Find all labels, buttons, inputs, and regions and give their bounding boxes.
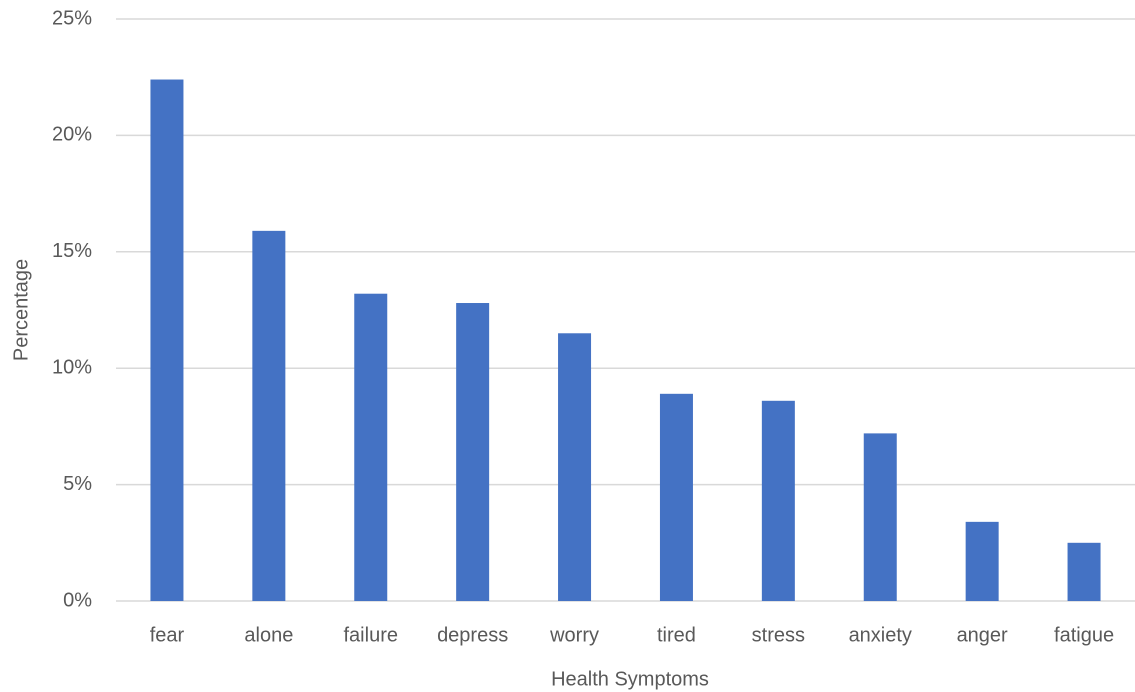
bar <box>659 393 693 601</box>
bar <box>863 433 897 601</box>
bar <box>558 333 592 601</box>
x-axis-title: Health Symptoms <box>551 668 709 690</box>
x-tick-label: fatigue <box>1054 624 1114 646</box>
x-tick-label: anxiety <box>849 624 912 646</box>
bar <box>965 521 999 601</box>
bar <box>252 230 286 601</box>
y-tick-label: 20% <box>52 124 92 146</box>
x-tick-label: stress <box>752 624 805 646</box>
x-tick-label: depress <box>437 624 508 646</box>
bar <box>354 293 388 601</box>
x-tick-label: alone <box>244 624 293 646</box>
x-tick-label: tired <box>657 624 696 646</box>
bar <box>761 400 795 601</box>
x-tick-label: fear <box>150 624 185 646</box>
bar <box>456 303 490 601</box>
x-tick-label: anger <box>957 624 1008 646</box>
bar <box>1067 542 1101 601</box>
y-tick-label: 25% <box>52 7 92 29</box>
bar <box>150 79 184 601</box>
x-tick-label: failure <box>344 624 398 646</box>
y-tick-label: 0% <box>63 589 92 611</box>
y-tick-label: 10% <box>52 356 92 378</box>
x-tick-label: worry <box>549 624 599 646</box>
y-axis-title: Percentage <box>10 259 32 361</box>
y-tick-label: 15% <box>52 240 92 262</box>
y-tick-label: 5% <box>63 473 92 495</box>
